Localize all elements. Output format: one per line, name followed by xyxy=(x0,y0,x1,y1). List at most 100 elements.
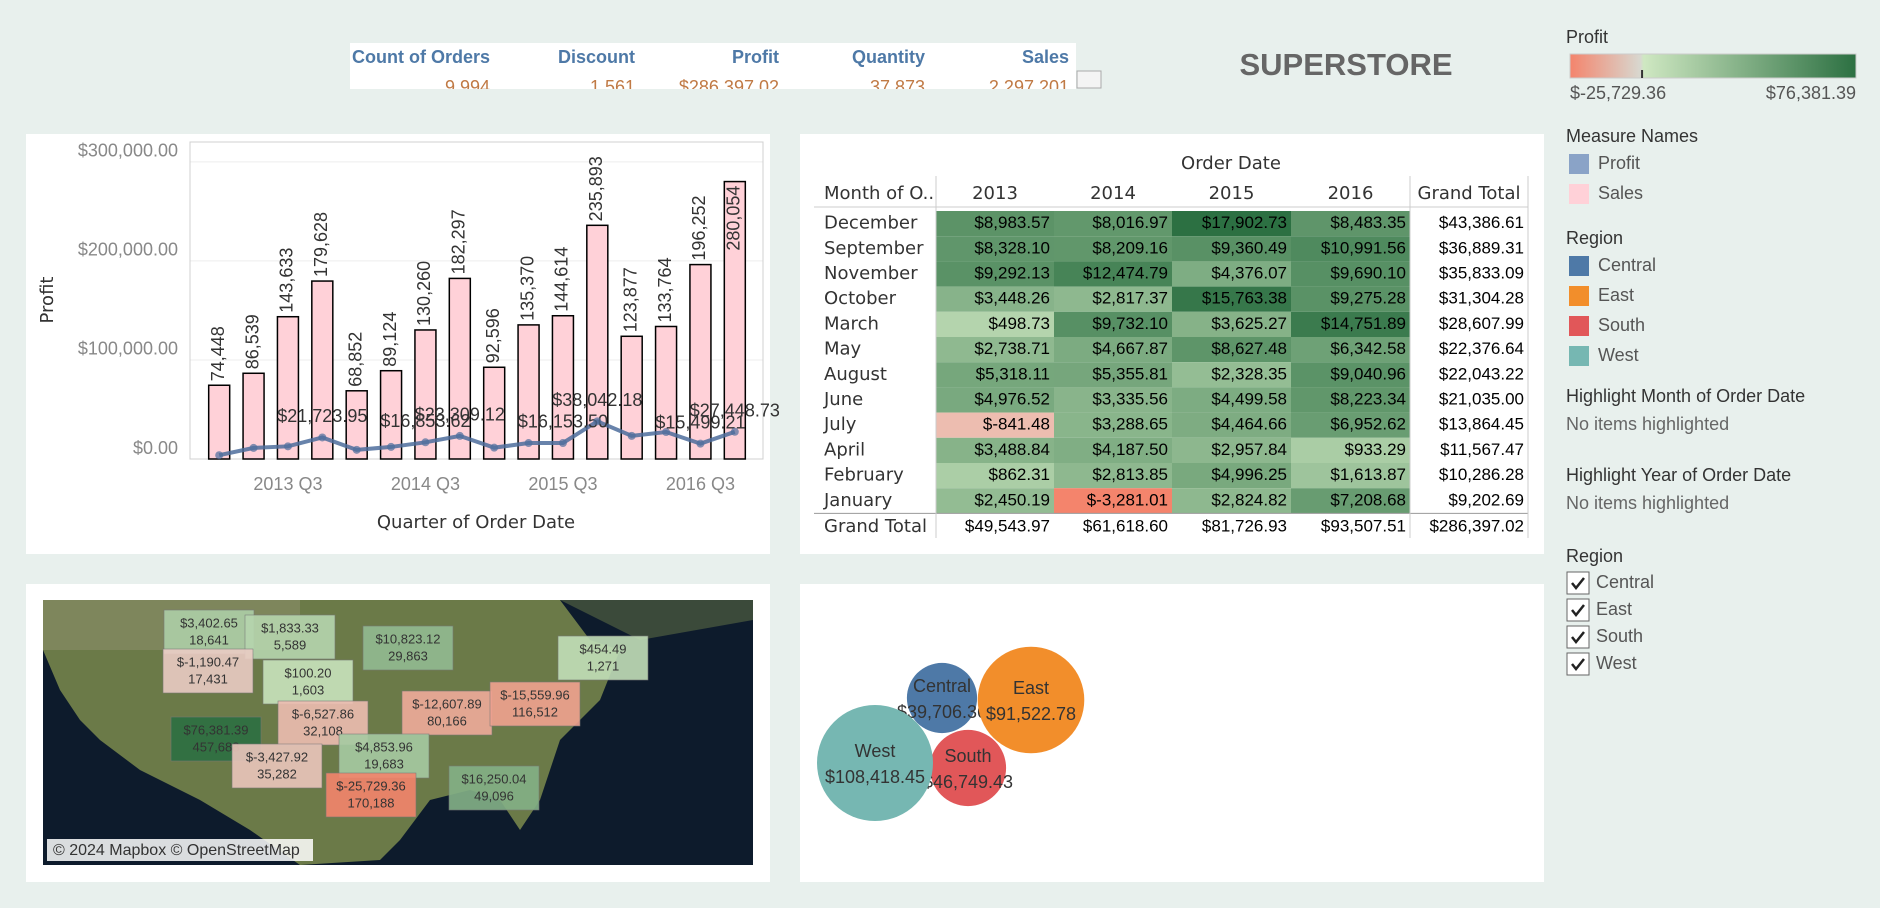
heat-cell xyxy=(1054,236,1172,262)
cell-value: $2,450.19 xyxy=(974,490,1050,509)
state-shape[interactable] xyxy=(244,614,336,660)
profit-gradient xyxy=(1569,53,1857,79)
legend-swatch[interactable] xyxy=(1569,346,1589,366)
cell-value: $22,376.64 xyxy=(1439,339,1524,358)
checkbox[interactable] xyxy=(1566,571,1590,595)
state-shape[interactable] xyxy=(231,743,323,789)
profit-label: $16,853.62 xyxy=(380,411,470,431)
bar xyxy=(723,180,747,460)
state-profit: $-1,190.47 xyxy=(177,654,239,669)
legend-label[interactable]: East xyxy=(1598,285,1634,305)
checkbox[interactable] xyxy=(1566,652,1590,676)
total-value: $81,726.93 xyxy=(1202,516,1287,535)
cell-value: $8,223.34 xyxy=(1330,389,1406,408)
heat-cell xyxy=(1172,337,1291,363)
kpis: Count of Orders 9,994 Discount 1,561 Profit $… xyxy=(352,47,1069,97)
checkmark xyxy=(1571,631,1585,645)
highlight-text[interactable]: No items highlighted xyxy=(1566,493,1729,513)
row-header: April xyxy=(824,439,865,460)
row-header: February xyxy=(824,465,904,486)
legend-label[interactable]: Profit xyxy=(1598,153,1640,173)
kpi-label: Sales xyxy=(1022,47,1069,67)
state-shape[interactable] xyxy=(338,733,430,779)
heat-cell xyxy=(1054,463,1172,489)
profit-point xyxy=(490,443,499,452)
kpi-label: Profit xyxy=(732,47,779,67)
cell-value: $43,386.61 xyxy=(1439,213,1524,232)
legend-swatch[interactable] xyxy=(1569,184,1589,204)
state-sales: 1,603 xyxy=(292,682,325,697)
state-sales: 49,096 xyxy=(474,788,514,803)
profit-point xyxy=(215,451,224,460)
heat-cell xyxy=(1172,488,1291,514)
profit-label: $23,309.12 xyxy=(415,405,505,425)
legend-swatch[interactable] xyxy=(1569,316,1589,336)
kpi-icon[interactable] xyxy=(1076,70,1102,89)
checkbox[interactable] xyxy=(1566,625,1590,649)
heat-cell xyxy=(936,362,1054,388)
heat-cell xyxy=(1291,412,1410,438)
state-profit: $76,381.39 xyxy=(183,722,248,737)
heat-cell xyxy=(1054,387,1172,413)
legend-label[interactable]: West xyxy=(1598,345,1639,365)
cell-value: $12,474.79 xyxy=(1083,263,1168,282)
legend-label[interactable]: South xyxy=(1598,315,1645,335)
legend-swatch[interactable] xyxy=(1569,154,1589,174)
state-shape[interactable] xyxy=(362,625,454,671)
state-profit: $4,853.96 xyxy=(355,739,413,754)
state-shape[interactable] xyxy=(325,772,417,818)
state-shape[interactable] xyxy=(489,681,581,727)
checkmark xyxy=(1571,577,1585,591)
bubble[interactable] xyxy=(817,705,933,821)
cell-value: $9,202.69 xyxy=(1448,490,1524,509)
heat-cell xyxy=(1172,362,1291,388)
row-header: January xyxy=(823,490,893,511)
bubble[interactable] xyxy=(929,729,1007,807)
state-shape[interactable] xyxy=(163,609,255,655)
checkmark xyxy=(1571,658,1585,672)
legend-swatch[interactable] xyxy=(1569,286,1589,306)
total-value: $49,543.97 xyxy=(965,516,1050,535)
heat-table: Order Date Month of O.. 2013 2014 2015 2016 Gr… xyxy=(814,153,1529,538)
bar-label: 130,260 xyxy=(414,261,434,326)
bar xyxy=(276,315,300,460)
state-shape[interactable] xyxy=(401,690,493,736)
bar-label: 235,893 xyxy=(586,156,606,221)
profit-point xyxy=(593,417,602,426)
heat-cell xyxy=(1054,311,1172,337)
state-shape[interactable] xyxy=(557,635,649,681)
cell-value: $31,304.28 xyxy=(1439,289,1524,308)
state-profit: $100.20 xyxy=(285,665,332,680)
bubble[interactable] xyxy=(977,646,1085,754)
cell-value: $3,335.56 xyxy=(1092,389,1168,408)
kpi-value: 9,994 xyxy=(445,77,490,97)
highlight-text[interactable]: No items highlighted xyxy=(1566,414,1729,434)
legend-swatch[interactable] xyxy=(1569,256,1589,276)
cell-value: $2,957.84 xyxy=(1211,440,1287,459)
profit-point xyxy=(662,428,671,437)
profit-point xyxy=(387,442,396,451)
state-shape[interactable] xyxy=(448,765,540,811)
filter-label[interactable]: East xyxy=(1596,599,1632,619)
checkbox[interactable] xyxy=(1566,598,1590,622)
heat-cell xyxy=(936,337,1054,363)
cell-value: $22,043.22 xyxy=(1439,364,1524,383)
checkmark xyxy=(1571,604,1585,618)
bar xyxy=(586,224,609,460)
row-header: July xyxy=(823,414,857,435)
filter-label[interactable]: Central xyxy=(1596,572,1654,592)
heat-cell xyxy=(936,387,1054,413)
filter-label[interactable]: South xyxy=(1596,626,1643,646)
state-shape[interactable] xyxy=(162,648,254,694)
bar xyxy=(345,390,368,460)
cell-value: $2,824.82 xyxy=(1211,490,1287,509)
bubble[interactable] xyxy=(906,662,978,734)
legend-label[interactable]: Sales xyxy=(1598,183,1643,203)
legend-label[interactable]: Central xyxy=(1598,255,1656,275)
bar xyxy=(620,335,643,460)
profit-point xyxy=(352,445,361,454)
filter-label[interactable]: West xyxy=(1596,653,1637,673)
heat-cell xyxy=(1291,286,1410,312)
heat-cell xyxy=(1291,488,1410,514)
